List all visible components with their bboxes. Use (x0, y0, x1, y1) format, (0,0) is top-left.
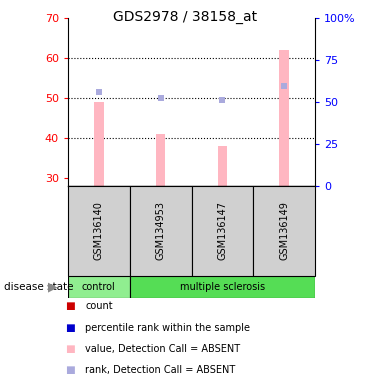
Bar (253, 186, 315, 276)
Bar (130, 186, 192, 276)
Text: GSM136140: GSM136140 (94, 202, 104, 260)
Text: ■: ■ (65, 365, 75, 375)
Bar (218, 146, 227, 186)
Text: ■: ■ (65, 344, 75, 354)
Bar (130, 276, 315, 298)
Bar (279, 50, 289, 186)
Text: GSM134953: GSM134953 (156, 202, 166, 260)
Bar (68, 276, 130, 298)
Text: count: count (85, 301, 113, 311)
Bar (192, 186, 253, 276)
Bar (94, 102, 104, 186)
Text: GDS2978 / 38158_at: GDS2978 / 38158_at (113, 10, 257, 23)
Text: rank, Detection Call = ABSENT: rank, Detection Call = ABSENT (85, 365, 235, 375)
Bar (68, 186, 130, 276)
Text: disease state: disease state (4, 282, 73, 292)
Text: ▶: ▶ (48, 280, 58, 293)
Text: ■: ■ (65, 323, 75, 333)
Text: multiple sclerosis: multiple sclerosis (180, 282, 265, 292)
Bar (156, 134, 165, 186)
Text: control: control (82, 282, 116, 292)
Text: percentile rank within the sample: percentile rank within the sample (85, 323, 250, 333)
Text: ■: ■ (65, 301, 75, 311)
Text: GSM136149: GSM136149 (279, 202, 289, 260)
Text: value, Detection Call = ABSENT: value, Detection Call = ABSENT (85, 344, 240, 354)
Text: GSM136147: GSM136147 (218, 202, 228, 260)
